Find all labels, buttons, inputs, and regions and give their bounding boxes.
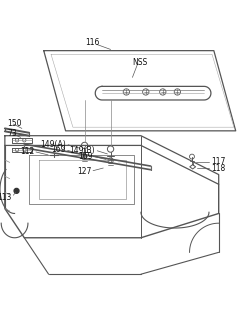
Text: 113: 113 <box>0 193 12 202</box>
Text: 116: 116 <box>85 38 100 47</box>
Text: 149(B): 149(B) <box>70 146 95 155</box>
Circle shape <box>14 188 19 193</box>
Text: 149(A): 149(A) <box>40 140 66 149</box>
Text: 117: 117 <box>211 157 226 166</box>
Text: 73: 73 <box>7 129 17 138</box>
Text: 127: 127 <box>77 167 91 176</box>
Text: 169: 169 <box>51 145 66 154</box>
Text: 169: 169 <box>78 152 93 161</box>
Text: 118: 118 <box>211 164 226 173</box>
Text: 150: 150 <box>7 119 22 128</box>
Text: 112: 112 <box>20 147 34 156</box>
Text: NSS: NSS <box>132 58 147 67</box>
